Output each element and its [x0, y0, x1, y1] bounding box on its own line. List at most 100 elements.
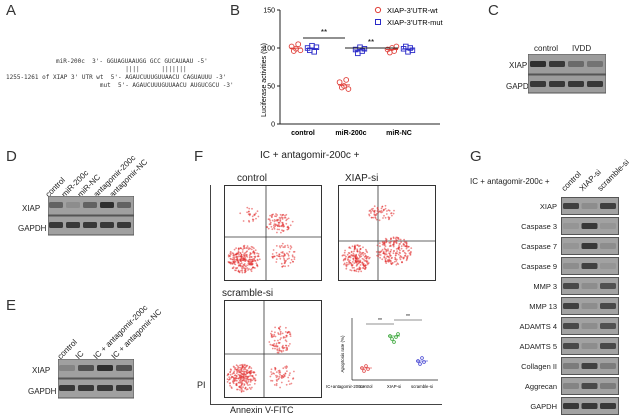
- blot-band: [563, 343, 579, 349]
- flow-event: [230, 386, 233, 388]
- blot-band: [600, 263, 616, 269]
- flow-event: [231, 373, 234, 375]
- flow-event: [273, 384, 276, 386]
- flow-event: [400, 247, 403, 250]
- flow-event: [390, 237, 392, 240]
- data-point-wt: [341, 83, 347, 89]
- flow-event: [277, 370, 280, 372]
- flow-event: [245, 247, 248, 249]
- flow-event: [395, 263, 398, 266]
- blot-g-row-label: Caspase 9: [521, 262, 557, 271]
- flow-event: [401, 256, 403, 259]
- flow-event: [382, 242, 385, 245]
- flow-event: [287, 380, 290, 382]
- panel-f-letter: F: [194, 148, 204, 165]
- flow-event: [285, 259, 287, 262]
- flow-event: [406, 258, 408, 261]
- flow-event: [281, 377, 283, 379]
- flow-event: [251, 260, 253, 263]
- blot-band: [530, 81, 546, 87]
- flow-event: [227, 255, 230, 258]
- flow-event: [359, 261, 362, 263]
- flow-event: [284, 254, 286, 256]
- blot-band: [563, 303, 579, 309]
- flow-event: [361, 257, 364, 260]
- flow-event: [241, 265, 244, 268]
- flow-event: [279, 225, 281, 227]
- flow-event: [249, 253, 252, 256]
- flow-event: [237, 255, 240, 258]
- flow-event: [281, 218, 284, 220]
- flow-event: [382, 250, 385, 253]
- flow-event: [256, 264, 258, 266]
- flow-event: [390, 249, 393, 251]
- flow-event: [354, 254, 357, 257]
- flow-event: [240, 262, 243, 265]
- flow-event: [275, 344, 278, 347]
- flow-event: [246, 375, 249, 378]
- flow-event: [248, 258, 251, 261]
- flow-event: [245, 255, 247, 258]
- flow-event: [273, 223, 276, 226]
- flow-event: [274, 335, 277, 338]
- flow-event: [353, 246, 356, 248]
- flow-event: [232, 266, 235, 268]
- blot-band: [549, 61, 565, 67]
- blot-band: [563, 223, 579, 229]
- flow-event: [273, 226, 275, 229]
- flow-event: [284, 372, 287, 375]
- flow-event: [347, 258, 349, 260]
- flow-event: [237, 373, 240, 376]
- flow-event: [231, 252, 233, 254]
- panel-d-letter: D: [6, 148, 17, 165]
- blot-band: [563, 383, 579, 389]
- flow-event: [349, 269, 352, 271]
- flow-event: [373, 205, 376, 208]
- flow-event: [243, 368, 245, 371]
- flow-event: [233, 372, 235, 375]
- blot-band: [581, 303, 598, 309]
- flow-xaxis-label: Annexin V-FITC: [230, 405, 294, 415]
- flow-event: [270, 334, 273, 337]
- flow-event: [287, 246, 290, 249]
- flow-event: [286, 244, 289, 247]
- flow-event: [353, 262, 356, 264]
- flow-event: [353, 248, 356, 251]
- panel-a-letter: A: [6, 2, 17, 19]
- flow-event: [370, 212, 372, 214]
- flow-event: [364, 252, 366, 255]
- flow-event: [276, 214, 279, 216]
- flow-event: [248, 214, 251, 217]
- flow-event: [276, 219, 279, 222]
- flow-event: [235, 267, 238, 270]
- flow-event: [246, 388, 249, 390]
- flow-event: [278, 348, 281, 351]
- flow-event: [283, 216, 286, 219]
- flow-event: [348, 246, 351, 249]
- blot-band: [563, 243, 579, 249]
- flow-event: [274, 223, 277, 226]
- flow-event: [247, 380, 250, 383]
- flow-event: [289, 343, 291, 345]
- flow-event: [285, 367, 288, 370]
- inset-point: [360, 366, 364, 370]
- flow-event: [280, 381, 283, 384]
- blot-band: [587, 81, 603, 87]
- flow-event: [345, 267, 348, 270]
- flow-event: [379, 254, 382, 256]
- blot-band: [78, 365, 94, 371]
- flow-event: [287, 253, 290, 256]
- flow-event: [278, 328, 281, 331]
- flow-event: [238, 259, 240, 261]
- flow-event: [250, 245, 253, 248]
- flow-event: [284, 245, 286, 247]
- flow-event: [249, 252, 252, 254]
- flow-event: [246, 378, 249, 380]
- flow-event: [358, 255, 361, 257]
- flow-event: [282, 225, 285, 228]
- data-point-wt: [345, 86, 352, 92]
- flow-event: [241, 364, 244, 367]
- flow-event: [275, 219, 277, 222]
- flow-event: [229, 384, 231, 387]
- flow-event: [229, 257, 232, 260]
